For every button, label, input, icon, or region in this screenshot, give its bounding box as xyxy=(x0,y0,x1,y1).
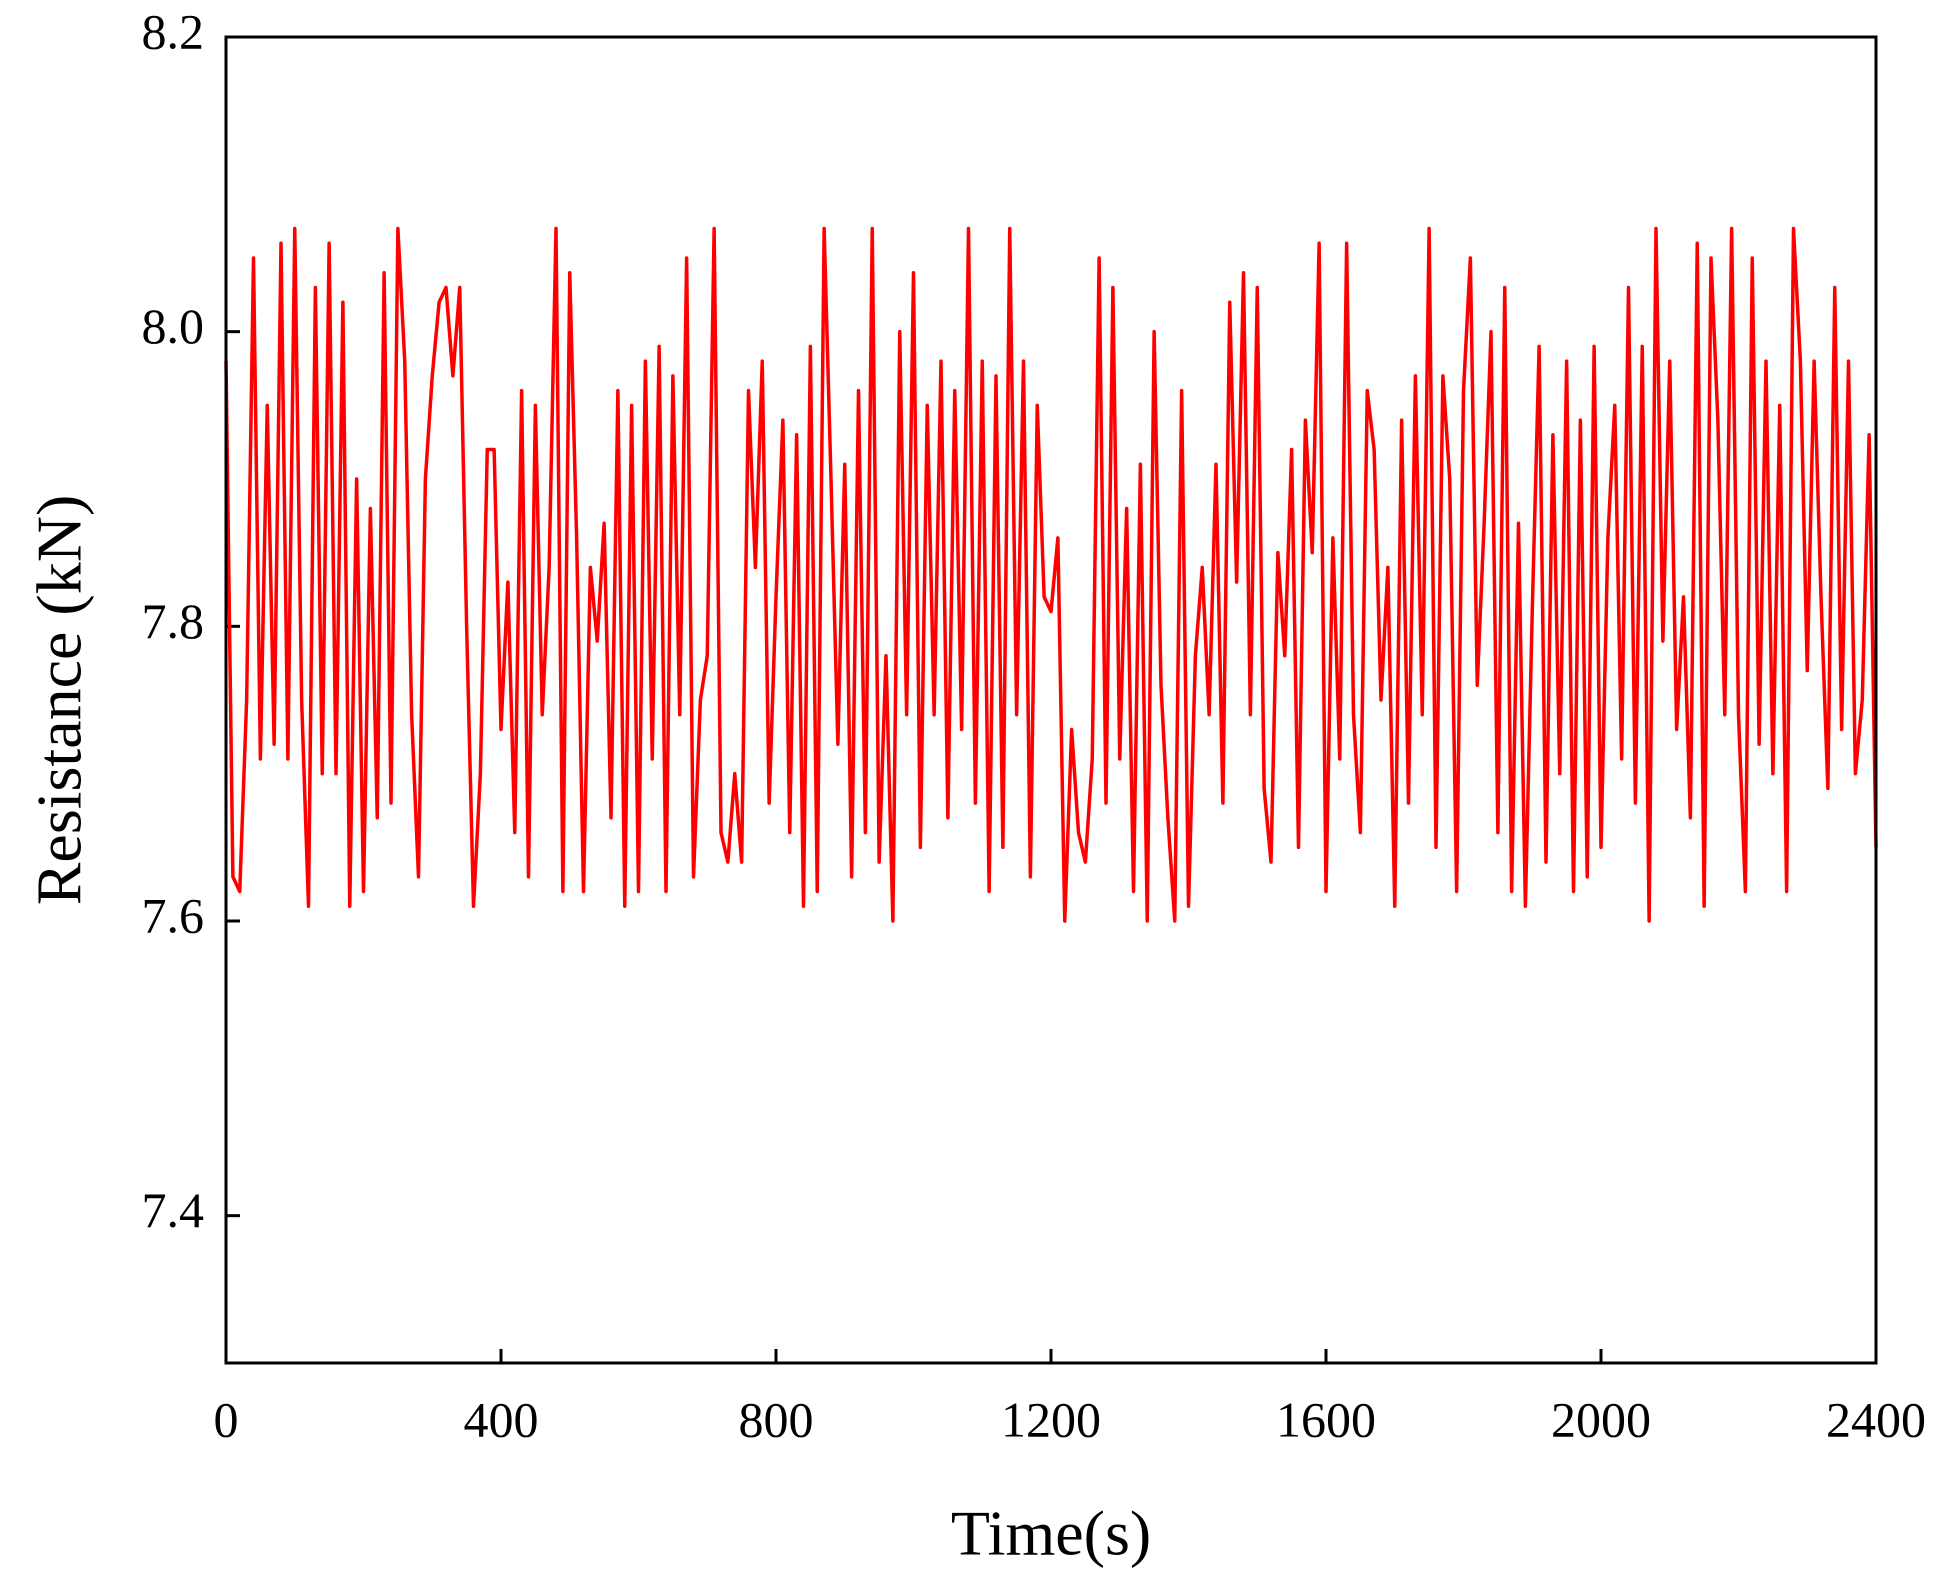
x-tick-label: 800 xyxy=(739,1391,814,1447)
y-tick-label: 7.4 xyxy=(142,1182,205,1238)
x-tick-label: 2400 xyxy=(1826,1391,1926,1447)
x-tick-label: 400 xyxy=(464,1391,539,1447)
y-axis-label: Resistance (kN) xyxy=(24,495,95,906)
plot-frame xyxy=(224,35,1878,1365)
x-tick-label: 2000 xyxy=(1551,1391,1651,1447)
y-tick-label: 7.6 xyxy=(142,887,205,943)
x-tick-label: 0 xyxy=(214,1391,239,1447)
y-tick-label: 8.2 xyxy=(142,3,205,59)
x-axis-label: Time(s) xyxy=(951,1498,1151,1569)
y-tick-label: 8.0 xyxy=(142,298,205,354)
data-line xyxy=(224,226,1878,923)
x-tick-label: 1600 xyxy=(1276,1391,1376,1447)
y-tick-label: 7.8 xyxy=(142,593,205,649)
x-tick-label: 1200 xyxy=(1001,1391,1101,1447)
